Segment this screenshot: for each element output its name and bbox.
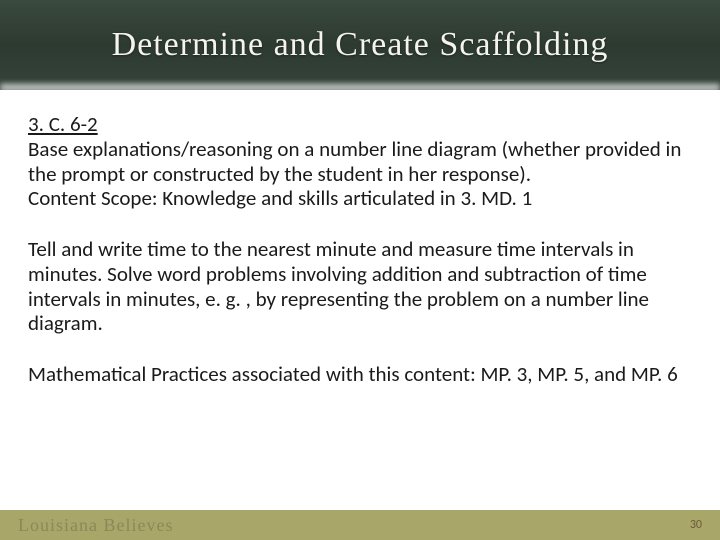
footer-brand: Louisiana Believes xyxy=(18,515,173,536)
page-number: 30 xyxy=(690,518,702,532)
slide-title: Determine and Create Scaffolding xyxy=(112,26,609,64)
paragraph-1b: Content Scope: Knowledge and skills arti… xyxy=(28,185,532,211)
content-area: 3. C. 6-2 Base explanations/reasoning on… xyxy=(0,90,720,387)
footer-band: Louisiana Believes 30 xyxy=(0,510,720,540)
paragraph-3: Mathematical Practices associated with t… xyxy=(28,362,692,387)
standard-block: 3. C. 6-2 Base explanations/reasoning on… xyxy=(28,112,692,211)
standard-code: 3. C. 6-2 xyxy=(28,111,98,137)
paragraph-2: Tell and write time to the nearest minut… xyxy=(28,237,692,336)
paragraph-1: Base explanations/reasoning on a number … xyxy=(28,136,681,187)
header-band: Determine and Create Scaffolding xyxy=(0,0,720,90)
